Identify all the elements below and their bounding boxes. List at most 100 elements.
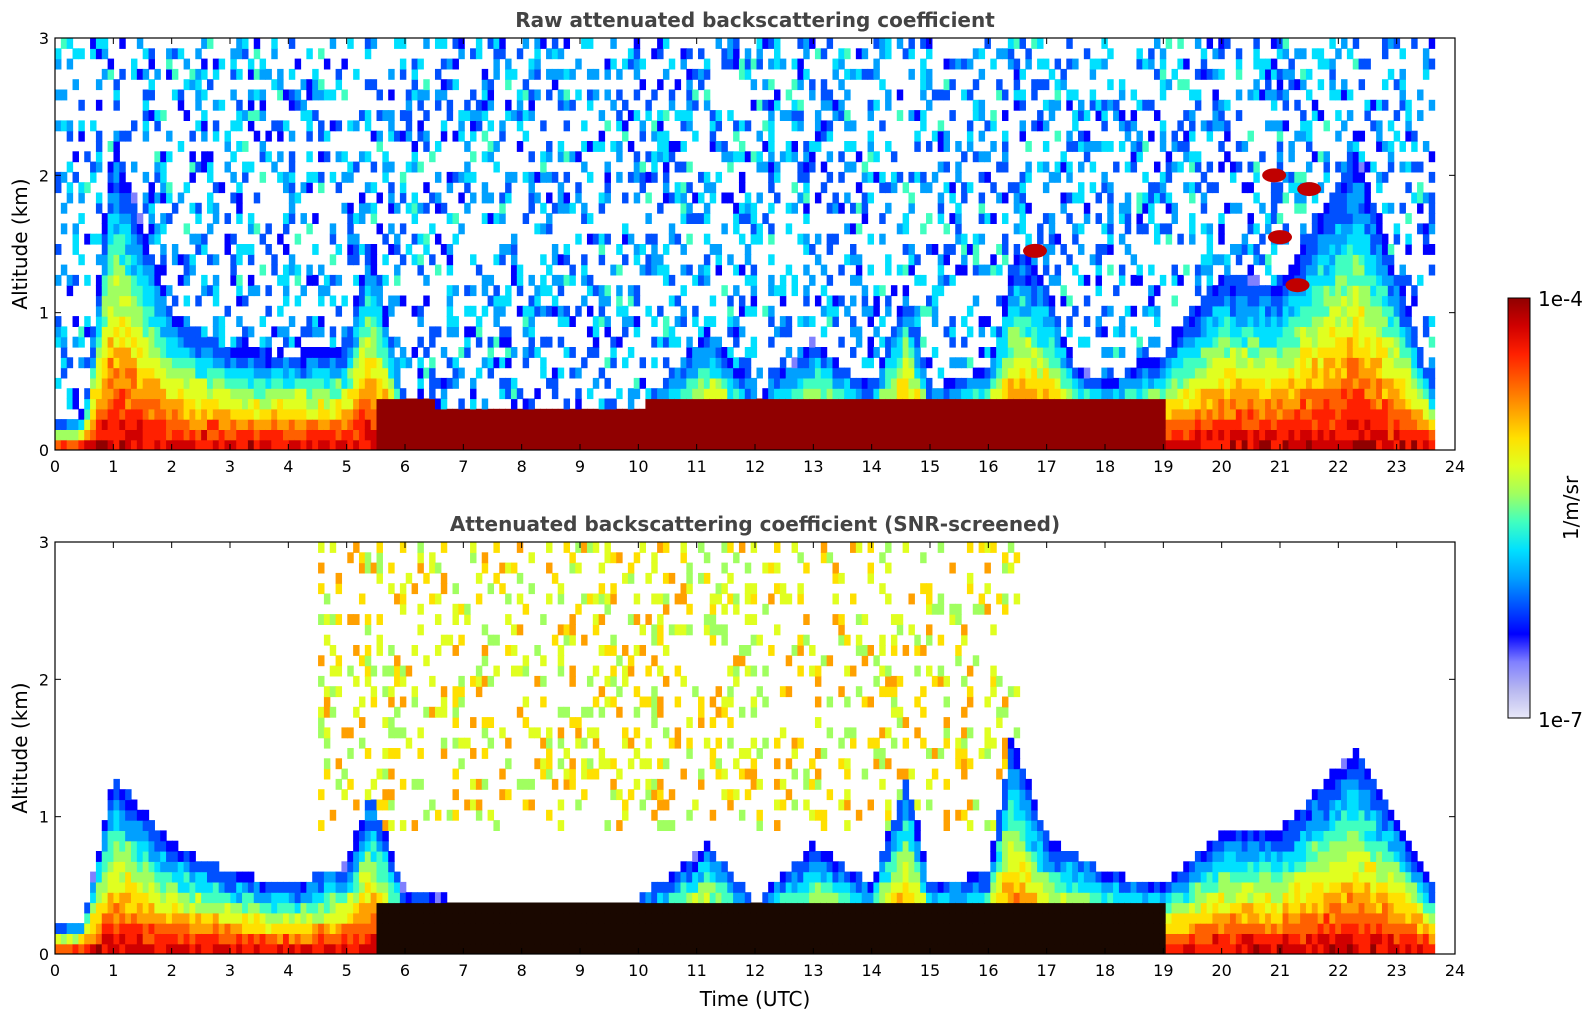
- heatmap-cell: [563, 192, 571, 204]
- heatmap-cell: [779, 357, 787, 369]
- heatmap-cell: [1206, 285, 1214, 297]
- heatmap-cell: [622, 223, 629, 235]
- heatmap-cell: [616, 285, 623, 297]
- heatmap-cell: [440, 130, 448, 142]
- heatmap-cell: [1130, 377, 1138, 389]
- heatmap-cell: [1153, 305, 1161, 317]
- heatmap-cell: [522, 316, 530, 327]
- heatmap-cell: [598, 398, 606, 410]
- heatmap-cell: [1259, 336, 1266, 348]
- heatmap-cell: [528, 429, 535, 441]
- heatmap-cell: [265, 244, 272, 255]
- heatmap-cell: [1107, 419, 1114, 430]
- heatmap-cell: [60, 89, 68, 101]
- heatmap-cell: [212, 202, 220, 214]
- heatmap-cell: [762, 305, 769, 317]
- heatmap-cell: [651, 161, 658, 173]
- heatmap-cell: [493, 285, 500, 297]
- heatmap-cell: [510, 233, 518, 245]
- heatmap-cell: [633, 408, 641, 420]
- heatmap-cell: [265, 336, 272, 348]
- heatmap-cell: [306, 388, 313, 400]
- heatmap-cell: [1259, 388, 1266, 400]
- heatmap-cell: [1037, 233, 1044, 245]
- heatmap-cell: [1241, 316, 1249, 327]
- heatmap-cell: [481, 285, 489, 297]
- heatmap-cell: [154, 223, 161, 235]
- heatmap-cell: [1323, 429, 1330, 441]
- heatmap-cell: [236, 439, 243, 450]
- heatmap-cell: [844, 398, 851, 410]
- heatmap-cell: [885, 347, 892, 358]
- heatmap-cell: [1235, 336, 1243, 348]
- heatmap-cell: [1019, 326, 1026, 338]
- heatmap-cell: [72, 233, 79, 245]
- heatmap-cell: [721, 398, 728, 410]
- heatmap-cell: [698, 336, 705, 348]
- heatmap-cell: [335, 367, 343, 379]
- heatmap-cell: [709, 244, 717, 255]
- heatmap-cell: [528, 295, 535, 307]
- heatmap-cell: [288, 151, 296, 163]
- heatmap-cell: [809, 151, 816, 163]
- heatmap-cell: [195, 419, 202, 430]
- heatmap-cell: [990, 377, 997, 389]
- heatmap-cell: [247, 213, 255, 224]
- heatmap-cell: [1218, 429, 1225, 441]
- heatmap-cell: [364, 254, 372, 266]
- heatmap-cell: [616, 89, 623, 101]
- heatmap-cell: [1294, 171, 1301, 183]
- heatmap-cell: [715, 429, 723, 441]
- heatmap-cell: [1364, 285, 1371, 297]
- heatmap-cell: [1235, 398, 1243, 410]
- heatmap-cell: [1183, 388, 1190, 400]
- heatmap-cell: [475, 439, 483, 450]
- heatmap-cell: [341, 419, 348, 430]
- heatmap-cell: [1218, 120, 1225, 132]
- heatmap-cell: [1364, 182, 1371, 194]
- heatmap-cell: [394, 130, 401, 142]
- heatmap-cell: [733, 367, 740, 379]
- heatmap-cell: [563, 151, 571, 163]
- heatmap-cell: [914, 171, 921, 183]
- heatmap-cell: [341, 202, 348, 214]
- heatmap-cell: [1200, 295, 1208, 307]
- heatmap-cell: [125, 326, 132, 338]
- heatmap-cell: [1323, 377, 1330, 389]
- heatmap-cell: [1364, 398, 1371, 410]
- heatmap-cell: [955, 202, 962, 214]
- heatmap-cell: [411, 419, 419, 430]
- heatmap-cell: [1300, 244, 1307, 255]
- heatmap-cell: [510, 408, 518, 420]
- heatmap-cell: [113, 305, 120, 317]
- heatmap-cell: [1241, 398, 1249, 410]
- heatmap-cell: [1002, 439, 1009, 450]
- heatmap-cell: [838, 79, 845, 91]
- heatmap-cell: [125, 233, 132, 245]
- heatmap-cell: [961, 429, 968, 441]
- heatmap-cell: [1171, 141, 1178, 152]
- heatmap-cell: [966, 58, 974, 70]
- heatmap-cell: [1300, 295, 1307, 307]
- heatmap-cell: [586, 171, 594, 183]
- heatmap-cell: [1066, 192, 1073, 204]
- heatmap-cell: [335, 120, 343, 132]
- heatmap-cell: [142, 254, 150, 266]
- heatmap-cell: [1224, 429, 1231, 441]
- heatmap-cell: [569, 347, 576, 358]
- heatmap-cell: [1399, 79, 1406, 91]
- heatmap-cell: [744, 398, 752, 410]
- heatmap-cell: [1241, 182, 1249, 194]
- heatmap-cell: [557, 429, 565, 441]
- heatmap-cell: [113, 244, 120, 255]
- heatmap-cell: [1311, 398, 1319, 410]
- heatmap-cell: [1352, 305, 1360, 317]
- heatmap-cell: [206, 377, 214, 389]
- heatmap-cell: [1241, 429, 1249, 441]
- heatmap-cell: [1270, 120, 1278, 132]
- heatmap-cell: [768, 223, 775, 235]
- heatmap-cell: [972, 79, 980, 91]
- heatmap-cell: [306, 408, 313, 420]
- heatmap-cell: [686, 68, 693, 80]
- heatmap-cell: [797, 408, 804, 420]
